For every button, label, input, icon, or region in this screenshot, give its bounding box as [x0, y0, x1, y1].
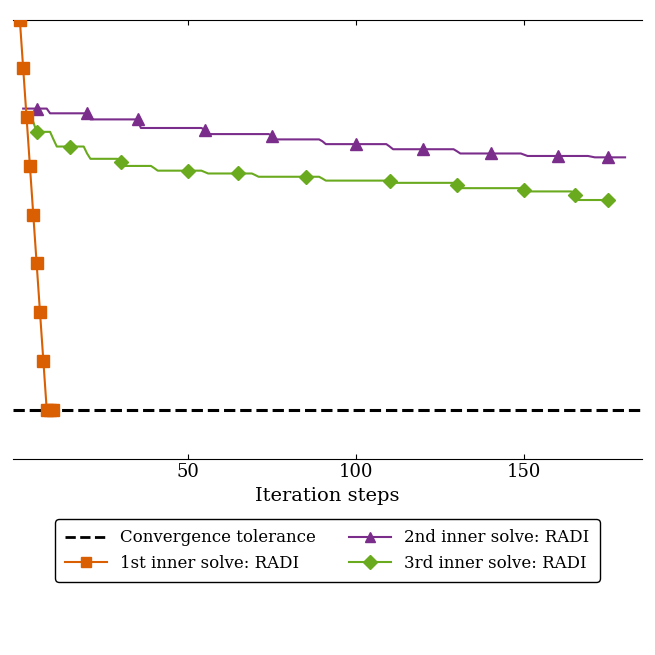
Legend: Convergence tolerance, 1st inner solve: RADI, 2nd inner solve: RADI, 3rd inner s: Convergence tolerance, 1st inner solve: … [55, 519, 600, 582]
X-axis label: Iteration steps: Iteration steps [255, 487, 400, 505]
